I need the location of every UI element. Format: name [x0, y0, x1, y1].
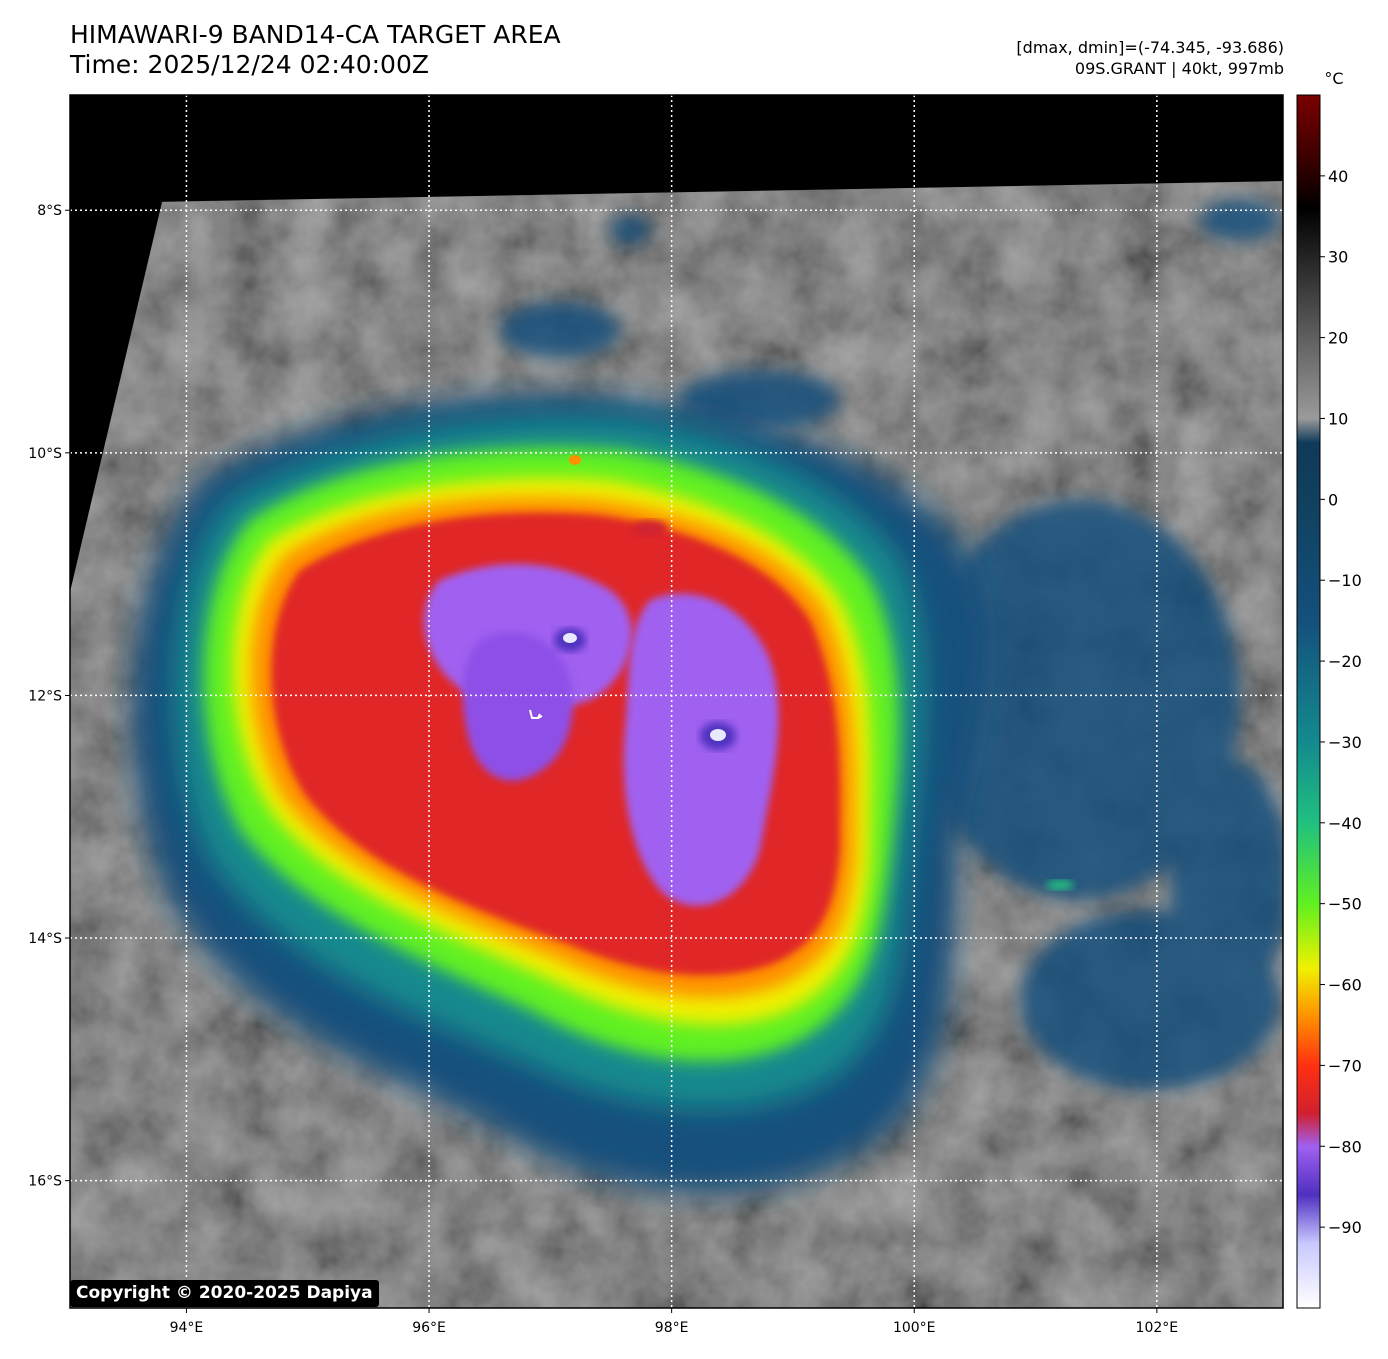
- lon-tick-label: 96°E: [412, 1320, 446, 1336]
- lat-tick-label: 14°S: [28, 931, 62, 947]
- colorbar-tick-label: 10: [1328, 409, 1348, 428]
- colorbar-tick-label: 0: [1328, 490, 1338, 509]
- lat-lon-gridlines: [70, 95, 1283, 1308]
- time-label: Time: 2025/12/24 02:40:00Z: [70, 50, 429, 79]
- lon-tick-label: 98°E: [655, 1320, 689, 1336]
- lon-tick-label: 94°E: [170, 1320, 204, 1336]
- lat-tick-label: 16°S: [28, 1174, 62, 1190]
- colorbar-tick-label: −90: [1328, 1218, 1362, 1237]
- longitude-axis: 94°E 96°E 98°E 100°E 102°E: [170, 1308, 1179, 1336]
- dmax-dmin-label: [dmax, dmin]=(-74.345, -93.686): [1016, 38, 1284, 57]
- colorbar-unit: °C: [1324, 69, 1343, 88]
- map-frame: [69, 94, 1284, 1309]
- convective-cloud-mass: [132, 394, 1074, 1193]
- colorbar-tick-label: −40: [1328, 814, 1362, 833]
- copyright-badge: Copyright © 2020-2025 Dapiya: [70, 1280, 379, 1307]
- colorbar-tick-label: −80: [1328, 1137, 1362, 1156]
- colorbar-tick-label: −60: [1328, 976, 1362, 995]
- colorbar-tick-label: −70: [1328, 1056, 1362, 1075]
- lat-tick-label: 10°S: [28, 446, 62, 462]
- latitude-axis: 8°S 10°S 12°S 14°S 16°S: [28, 203, 70, 1190]
- colorbar-tick-label: 20: [1328, 329, 1348, 348]
- colorbar-tick-label: −50: [1328, 895, 1362, 914]
- satellite-imagery: [70, 95, 1283, 1308]
- colorbar-tick-label: −10: [1328, 571, 1362, 590]
- lat-tick-label: 8°S: [37, 203, 62, 219]
- storm-info-label: 09S.GRANT | 40kt, 997mb: [1074, 59, 1284, 78]
- colorbar-tick-label: 40: [1328, 167, 1348, 186]
- storm-center-marker: [529, 709, 543, 719]
- colorbar-tick-label: 30: [1328, 248, 1348, 267]
- colorbar-tick-label: −20: [1328, 652, 1362, 671]
- colorbar-tick-label: −30: [1328, 733, 1362, 752]
- colorbar: °C 40 30 20 10 0 −10 −20 −30 −40 −50 −60 −70 −80 −90: [1296, 69, 1362, 1309]
- lon-tick-label: 102°E: [1136, 1320, 1179, 1336]
- chart-title: HIMAWARI-9 BAND14-CA TARGET AREA: [70, 20, 561, 49]
- lon-tick-label: 100°E: [893, 1320, 936, 1336]
- lat-tick-label: 12°S: [28, 688, 62, 704]
